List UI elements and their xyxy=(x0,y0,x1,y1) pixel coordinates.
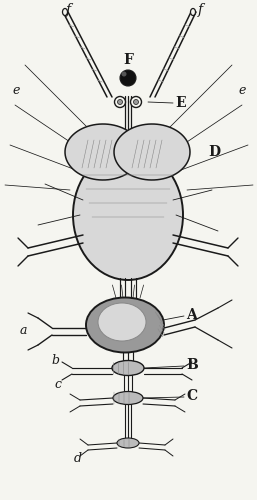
Polygon shape xyxy=(65,124,141,180)
Text: D: D xyxy=(208,145,220,159)
Text: e: e xyxy=(238,84,246,96)
Ellipse shape xyxy=(112,360,144,376)
Ellipse shape xyxy=(115,96,125,108)
Ellipse shape xyxy=(117,438,139,448)
Text: C: C xyxy=(186,389,197,403)
Text: B: B xyxy=(186,358,198,372)
Text: f: f xyxy=(197,3,203,17)
Ellipse shape xyxy=(62,8,68,16)
Ellipse shape xyxy=(86,298,164,352)
Text: a: a xyxy=(19,324,27,336)
Ellipse shape xyxy=(117,100,123,104)
Text: d: d xyxy=(74,452,82,464)
Ellipse shape xyxy=(98,303,146,341)
Text: A: A xyxy=(186,308,197,322)
Ellipse shape xyxy=(122,72,126,76)
Ellipse shape xyxy=(120,70,136,86)
Text: e: e xyxy=(12,84,20,96)
Ellipse shape xyxy=(131,96,142,108)
Ellipse shape xyxy=(113,392,143,404)
Ellipse shape xyxy=(73,150,183,280)
Ellipse shape xyxy=(133,100,139,104)
Text: E: E xyxy=(175,96,186,110)
Text: c: c xyxy=(54,378,61,392)
Text: b: b xyxy=(51,354,59,366)
Ellipse shape xyxy=(190,8,196,16)
Text: f: f xyxy=(66,3,71,17)
Text: F: F xyxy=(123,53,133,67)
Polygon shape xyxy=(114,124,190,180)
